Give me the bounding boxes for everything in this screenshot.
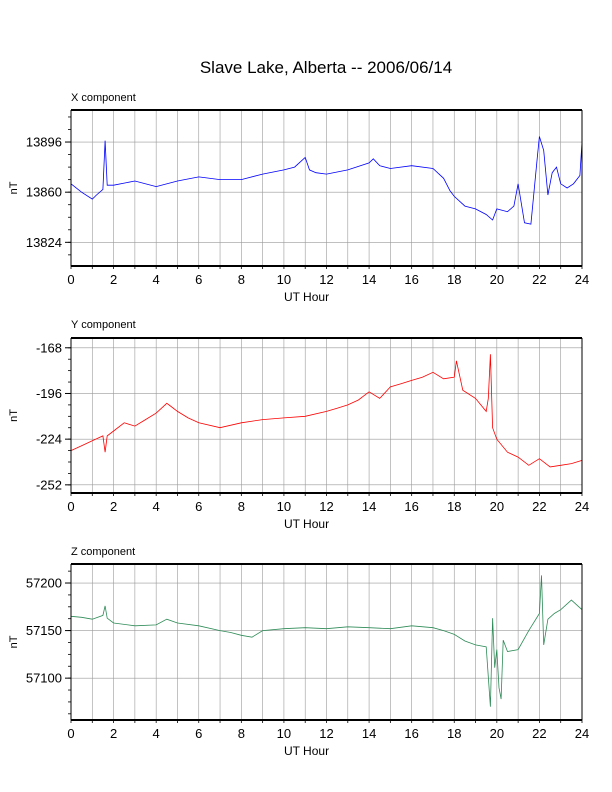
x-tick-label: 10 [277,272,291,287]
x-tick-label: 0 [67,272,74,287]
x-tick-label: 0 [67,726,74,741]
y-axis-label: nT [8,409,20,422]
x-tick-label: 8 [238,499,245,514]
y-tick-label: 57100 [26,671,62,686]
x-tick-label: 2 [110,272,117,287]
x-tick-label: 14 [362,499,376,514]
y-tick-label: 57150 [26,623,62,638]
x-tick-label: 22 [532,726,546,741]
x-tick-label: 4 [153,726,160,741]
x-tick-label: 2 [110,499,117,514]
y-tick-label: 13896 [26,135,62,150]
x-tick-label: 18 [447,726,461,741]
panel-title: Y component [71,319,136,331]
x-tick-label: 2 [110,726,117,741]
x-tick-label: 20 [490,272,504,287]
y-tick-label: -196 [36,386,62,401]
y-tick-label: -252 [36,477,62,492]
x-tick-label: 6 [195,499,202,514]
x-tick-label: 12 [319,726,333,741]
x-tick-label: 14 [362,726,376,741]
x-tick-label: 20 [490,726,504,741]
x-tick-label: 0 [67,499,74,514]
x-axis-label: UT Hour [284,744,329,758]
x-tick-label: 24 [575,726,589,741]
x-tick-label: 4 [153,272,160,287]
series-line [70,136,583,225]
x-tick-label: 8 [238,272,245,287]
x-tick-label: 10 [277,499,291,514]
y-tick-label: 13860 [26,185,62,200]
panel-title: X component [71,92,136,104]
x-tick-label: 12 [319,499,333,514]
y-tick-label: -224 [36,432,62,447]
x-tick-label: 12 [319,272,333,287]
y-axis-label: nT [8,635,20,648]
x-tick-label: 18 [447,499,461,514]
x-tick-label: 18 [447,272,461,287]
x-tick-label: 22 [532,272,546,287]
x-tick-label: 24 [575,272,589,287]
x-tick-label: 8 [238,726,245,741]
x-tick-label: 16 [404,272,418,287]
x-tick-label: 16 [404,499,418,514]
x-tick-label: 4 [153,499,160,514]
y-tick-label: -168 [36,340,62,355]
x-tick-label: 20 [490,499,504,514]
x-axis-label: UT Hour [284,290,329,304]
x-tick-label: 24 [575,499,589,514]
y-tick-label: 57200 [26,576,62,591]
x-tick-label: 6 [195,726,202,741]
x-tick-label: 6 [195,272,202,287]
x-tick-label: 14 [362,272,376,287]
panel-title: Z component [71,546,135,558]
x-tick-label: 16 [404,726,418,741]
x-tick-label: 10 [277,726,291,741]
series-line [70,354,583,468]
x-tick-label: 22 [532,499,546,514]
y-axis-label: nT [8,181,20,194]
x-axis-label: UT Hour [284,517,329,531]
series-line [70,575,583,707]
page-title: Slave Lake, Alberta -- 2006/06/14 [199,58,453,77]
y-tick-label: 13824 [26,235,62,250]
